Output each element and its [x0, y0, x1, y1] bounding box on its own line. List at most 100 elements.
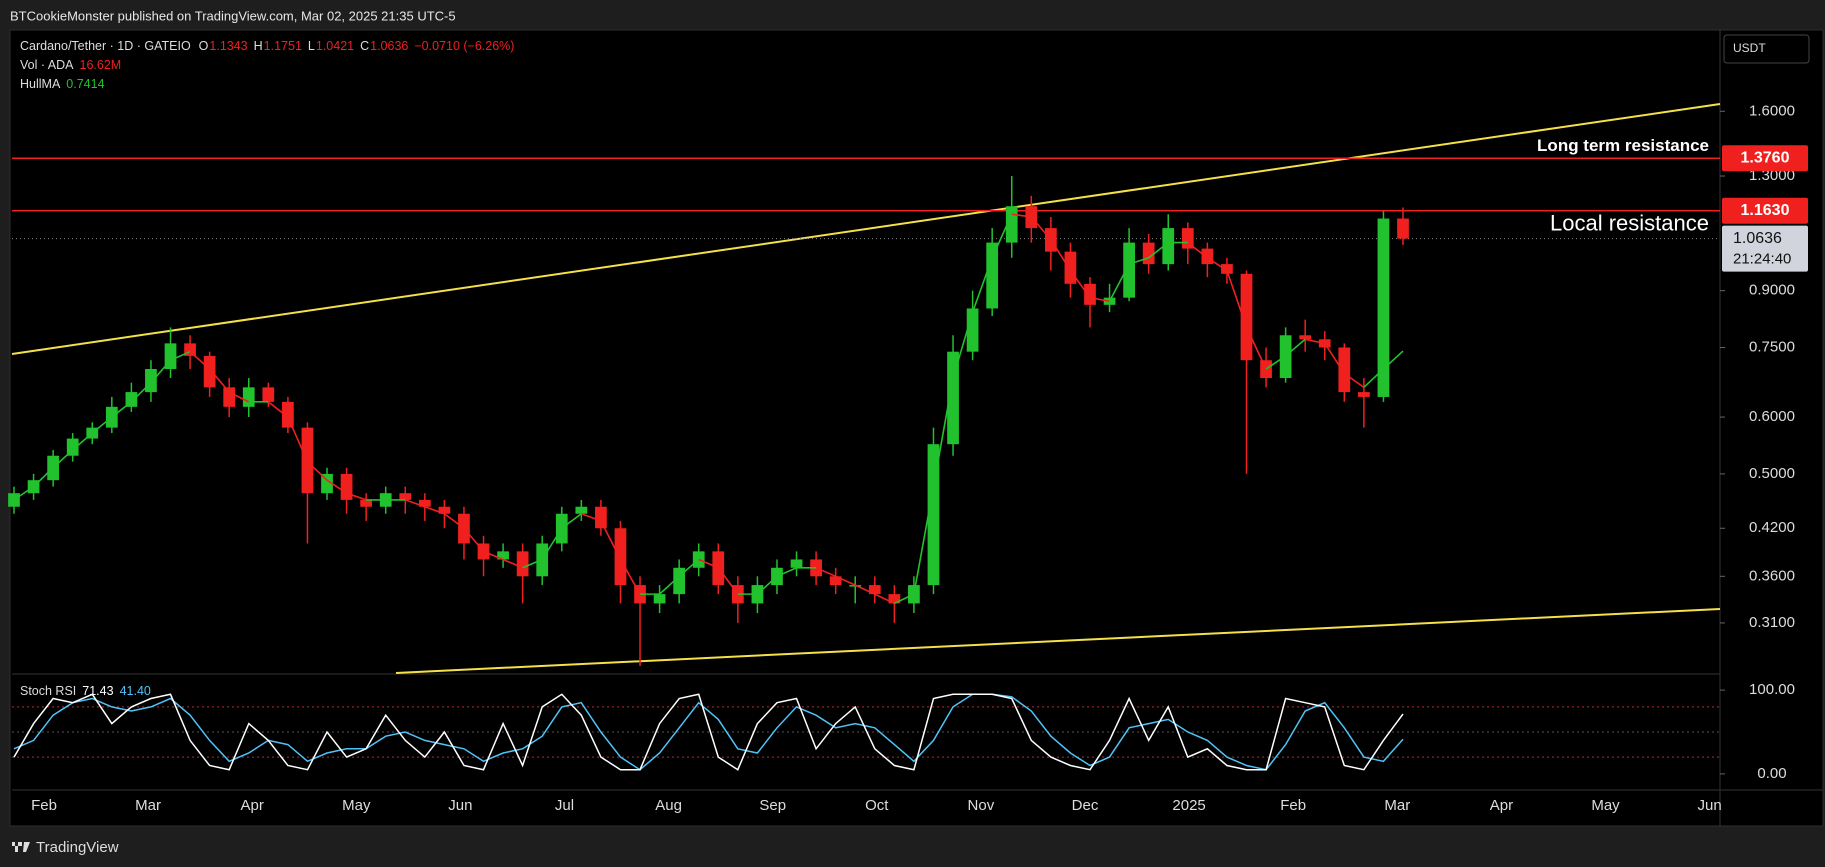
x-tick-label: Aug	[655, 797, 682, 814]
price-badge-label: 1.1630	[1741, 202, 1790, 219]
candle-body	[418, 499, 431, 507]
currency-button[interactable]	[1723, 34, 1810, 64]
publish-info: BTCookieMonster published on TradingView…	[10, 8, 456, 23]
hull-segment	[659, 575, 680, 595]
hull-segment	[189, 351, 211, 370]
hull-segment	[443, 513, 465, 529]
hull-segment	[72, 432, 93, 451]
x-tick-label: Nov	[968, 797, 995, 814]
candle-body	[575, 506, 588, 514]
ohlc-value: 1.0636	[370, 39, 408, 53]
hull-segment	[1089, 296, 1110, 303]
price-badge	[1722, 197, 1808, 224]
stoch-value: 71.43	[82, 684, 113, 698]
hull-segment	[287, 416, 309, 462]
y-tick-label: 0.6000	[1749, 408, 1795, 425]
candle-body	[242, 387, 255, 407]
x-tick-label: Feb	[31, 797, 57, 814]
candle-body	[282, 401, 294, 428]
candle-body	[438, 506, 451, 514]
ohlc-key: O	[199, 39, 209, 53]
ohlc-key: H	[254, 39, 263, 53]
candle-body	[360, 499, 373, 507]
candle-body	[1358, 392, 1370, 397]
hull-segment	[1363, 368, 1384, 388]
symbol: Cardano/Tether · 1D · GATEIO	[20, 39, 191, 53]
candle-body	[1181, 228, 1194, 249]
ohlc-value: 1.0421	[316, 39, 354, 53]
hull-segment	[522, 558, 543, 569]
candle-body	[1299, 335, 1312, 340]
volume-value: 16.62M	[80, 58, 122, 72]
candle-body	[829, 576, 842, 586]
hull-segment	[1030, 216, 1052, 241]
candle-body	[1338, 347, 1351, 393]
hull-segment	[698, 558, 719, 569]
hull-segment	[1245, 327, 1267, 370]
candle-body	[184, 343, 196, 356]
hull-segment	[170, 350, 191, 361]
candle-body	[673, 567, 686, 595]
x-tick-label: Apr	[241, 797, 264, 814]
x-tick-label: Feb	[1280, 797, 1306, 814]
candle-body	[1201, 248, 1214, 265]
candle-body	[1142, 242, 1155, 265]
candle-body	[203, 355, 216, 388]
hull-segment	[1069, 270, 1091, 299]
hull-segment	[717, 567, 739, 595]
ohlc-value: 1.1343	[209, 39, 247, 53]
drawings	[11, 103, 1721, 674]
hull-segment	[1343, 372, 1365, 389]
legend: Stoch RSI 71.43 41.40	[20, 684, 151, 698]
y-tick-label: 100.00	[1749, 681, 1795, 698]
hull-segment	[267, 401, 289, 418]
hull-segment	[991, 213, 1013, 259]
last-price-label: 1.0636	[1733, 230, 1782, 247]
brand: TradingView	[36, 839, 119, 856]
currency: USDT	[1733, 41, 1766, 55]
candle-body	[888, 594, 901, 604]
hull-segment	[1305, 338, 1325, 345]
x-tick-label: May	[342, 797, 371, 814]
hull-segment	[405, 499, 426, 508]
hull-segment	[1226, 270, 1248, 328]
hull-segment	[1108, 263, 1130, 302]
lower-trendline	[395, 608, 1721, 674]
candle-body	[223, 387, 236, 407]
y-tick-label: 0.3600	[1749, 567, 1795, 584]
candle-body	[125, 392, 138, 407]
candle-body	[164, 343, 177, 370]
volume-name: Vol · ADA	[20, 58, 74, 72]
hull-segment	[463, 527, 485, 552]
candle-body	[1221, 264, 1233, 274]
hull-segment	[346, 492, 367, 501]
hull-segment	[91, 416, 113, 434]
hull-segment	[971, 257, 993, 313]
candle-body	[340, 473, 353, 500]
hull-segment	[13, 485, 35, 501]
x-tick-label: Jul	[555, 797, 574, 814]
hull-segment	[581, 512, 602, 522]
candle-body	[1084, 283, 1096, 305]
annotation: Local resistance	[1550, 211, 1709, 236]
hull-segment	[541, 527, 563, 560]
candle-body	[1162, 228, 1175, 265]
hull-segment	[952, 311, 974, 379]
brand-logo	[12, 842, 30, 852]
hull-segment	[600, 520, 622, 560]
candle-body	[1103, 297, 1116, 305]
stoch-line	[13, 693, 1404, 771]
y-tick-label: 0.00	[1757, 765, 1786, 782]
candle-body	[595, 506, 607, 529]
upper-trendline	[11, 103, 1721, 355]
hull-segment	[1011, 213, 1032, 218]
candle-body	[66, 438, 79, 456]
x-tick-label: Oct	[865, 797, 889, 814]
candle-body	[1064, 251, 1077, 284]
x-tick-label: Sep	[759, 797, 786, 814]
stoch-title: Stoch RSI	[20, 684, 76, 698]
x-tick-label: Mar	[1384, 797, 1410, 814]
hull-segment	[209, 368, 230, 393]
stoch-value: 41.40	[120, 684, 151, 698]
